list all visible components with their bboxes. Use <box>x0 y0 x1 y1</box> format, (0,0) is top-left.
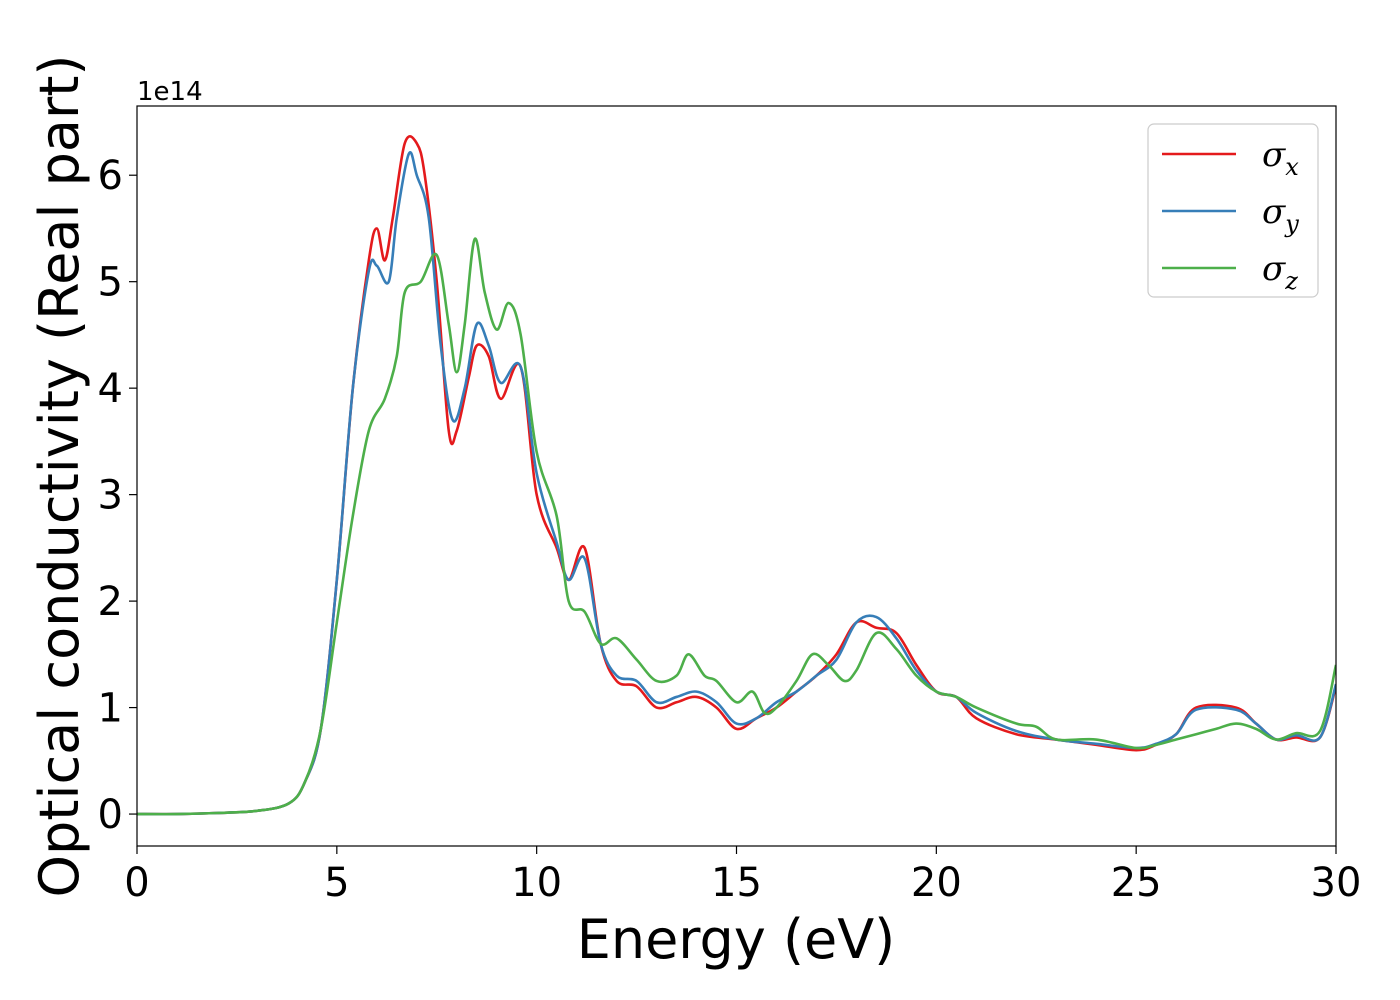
series-line-z <box>137 237 1336 816</box>
x-axis-ticks: 0 5 10 15 20 25 30 <box>124 846 1361 906</box>
legend-label-x: σx <box>1262 135 1299 181</box>
y-axis-label: Optical conductivity (Real part) <box>28 55 91 898</box>
y-tick-label: 4 <box>98 366 123 412</box>
y-tick-label: 3 <box>98 473 123 519</box>
y-tick-label: 0 <box>98 792 123 838</box>
x-tick-label: 5 <box>324 860 349 906</box>
x-tick-label: 30 <box>1311 860 1362 906</box>
x-tick-label: 10 <box>511 860 562 906</box>
x-tick-label: 25 <box>1111 860 1162 906</box>
y-tick-label: 2 <box>98 579 123 625</box>
y-axis-ticks: 0 1 2 3 4 5 6 <box>98 153 137 838</box>
legend-label-y: σy <box>1262 192 1299 238</box>
x-tick-label: 20 <box>911 860 962 906</box>
series-line-y <box>137 151 1336 816</box>
legend-label-z: σz <box>1262 249 1298 295</box>
y-offset-label: 1e14 <box>137 77 203 107</box>
x-tick-label: 0 <box>124 860 149 906</box>
x-axis-label: Energy (eV) <box>577 908 896 971</box>
y-tick-label: 1 <box>98 686 123 732</box>
legend: σx σy σz <box>1147 123 1319 298</box>
x-tick-label: 15 <box>711 860 762 906</box>
series-layer <box>137 135 1336 816</box>
y-tick-label: 6 <box>98 153 123 199</box>
y-tick-label: 5 <box>98 260 123 306</box>
